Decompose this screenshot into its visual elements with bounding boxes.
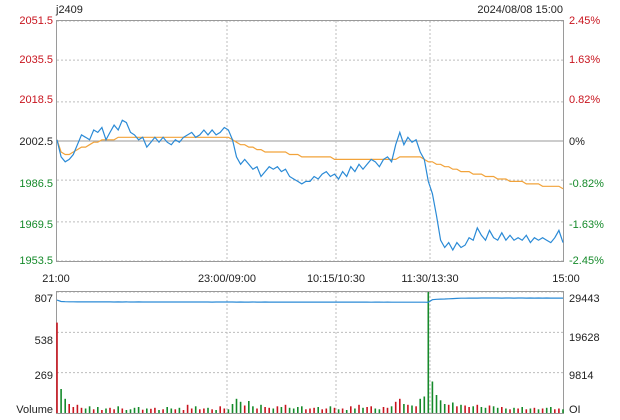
volume-tick-left: 807	[35, 293, 53, 305]
price-y-axis-right: 2.45% 1.63% 0.82% 0% -0.82% -1.63% -2.45…	[569, 15, 604, 267]
open-interest-line	[56, 297, 563, 303]
price-tick-left: 2035.5	[19, 54, 53, 66]
x-tick: 11:30/13:30	[401, 273, 458, 285]
average-price-line	[56, 136, 564, 190]
datetime-label: 2024/08/08 15:00	[477, 4, 563, 16]
price-tick-left: 1953.5	[19, 255, 53, 267]
oi-axis-label: OI	[569, 404, 581, 416]
pct-tick-right: -0.82%	[569, 178, 604, 190]
price-panel: 2051.5 2035.5 2018.5 2002.5 1986.5 1969.…	[19, 15, 604, 267]
x-tick: 15:00	[552, 273, 580, 285]
volume-panel-frame	[56, 291, 564, 414]
pct-tick-right: 1.63%	[569, 54, 600, 66]
pct-tick-right: 0.82%	[569, 94, 600, 106]
price-grid	[57, 20, 563, 262]
oi-tick-right: 9814	[569, 370, 593, 382]
volume-axis-label: Volume	[16, 404, 53, 416]
volume-tick-left: 269	[35, 370, 53, 382]
price-tick-left: 2002.5	[19, 136, 53, 148]
price-tick-left: 1986.5	[19, 178, 53, 190]
price-tick-left: 2051.5	[19, 15, 53, 27]
price-y-axis-left: 2051.5 2035.5 2018.5 2002.5 1986.5 1969.…	[19, 15, 53, 267]
volume-bars	[56, 292, 564, 413]
x-tick: 10:15/10:30	[307, 273, 365, 285]
pct-tick-right: 0%	[569, 136, 585, 148]
volume-grid	[57, 291, 563, 413]
price-tick-left: 2018.5	[19, 94, 53, 106]
x-tick: 23:00/09:00	[198, 273, 256, 285]
volume-panel: 807 538 269 Volume 29443 19628 9814 OI	[16, 291, 600, 416]
price-tick-left: 1969.5	[19, 219, 53, 231]
pct-tick-right: -2.45%	[569, 255, 604, 267]
price-panel-frame	[56, 20, 564, 262]
pct-tick-right: -1.63%	[569, 219, 604, 231]
oi-tick-right: 29443	[569, 293, 600, 305]
x-axis: 21:00 23:00/09:00 10:15/10:30 11:30/13:3…	[42, 273, 580, 285]
x-tick: 21:00	[42, 273, 70, 285]
price-line	[56, 119, 564, 252]
oi-tick-right: 19628	[569, 332, 600, 344]
symbol-label: j2409	[55, 4, 83, 16]
pct-tick-right: 2.45%	[569, 15, 600, 27]
volume-tick-left: 538	[35, 335, 53, 347]
